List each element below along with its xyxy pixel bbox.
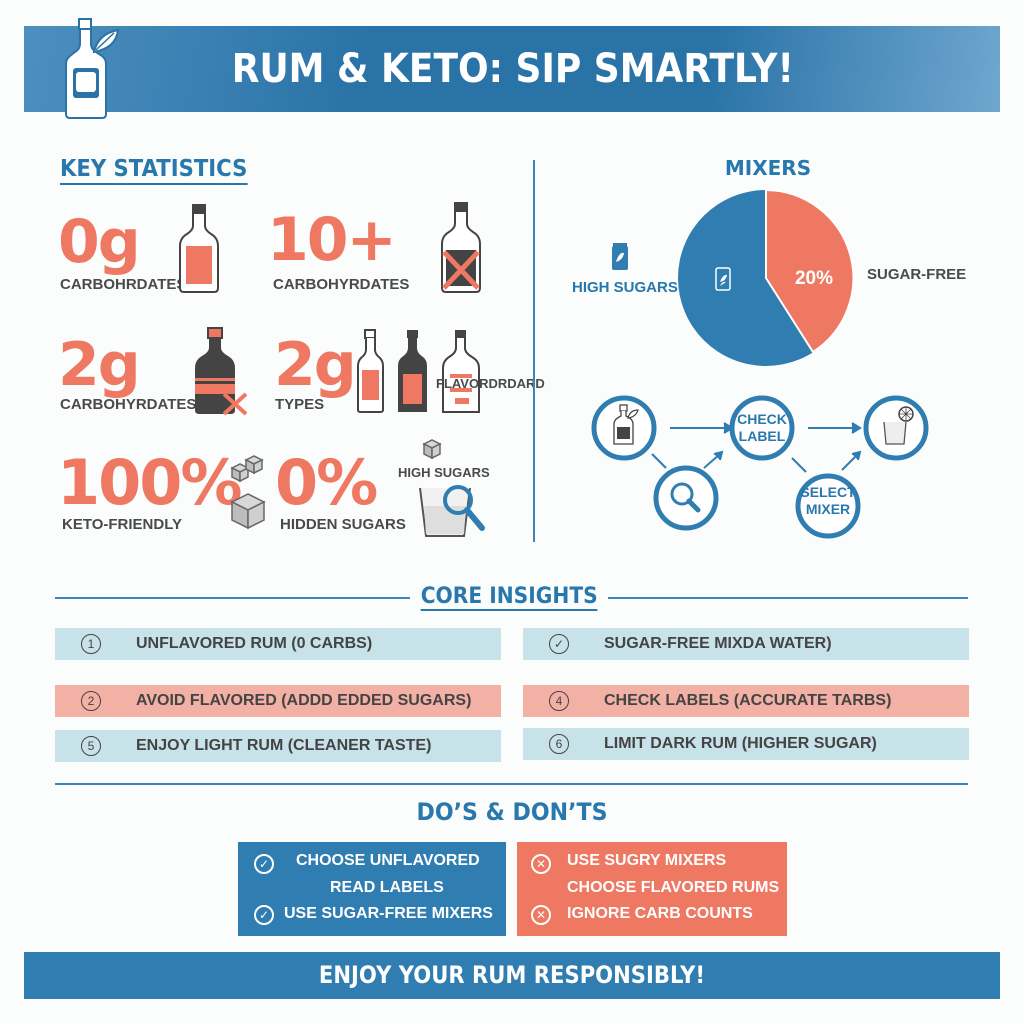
insight-row: 1 UNFLAVORED RUM (0 CARBS) bbox=[55, 628, 501, 660]
insight-row: 2 AVOID FLAVORED (ADDD EDDED SUGARS) bbox=[55, 685, 501, 717]
divider-line bbox=[55, 783, 968, 785]
stat-label: KETO-FRIENDLY bbox=[62, 516, 183, 533]
stat-label: CARBOHRDATES bbox=[60, 276, 187, 293]
x-circle-icon: ✕ bbox=[531, 905, 551, 925]
divider-line bbox=[55, 597, 410, 599]
check-label-step: CHECK LABEL bbox=[737, 411, 787, 444]
number-badge: 6 bbox=[549, 734, 569, 754]
insight-row: 5 ENJOY LIGHT RUM (CLEANER TASTE) bbox=[55, 730, 501, 762]
check-circle-icon: ✓ bbox=[254, 854, 274, 874]
dos-box: ✓ CHOOSE UNFLAVORED READ LABELS ✓ USE SU… bbox=[238, 842, 506, 936]
dark-bottle-x-icon bbox=[195, 327, 248, 416]
glass-magnifier-icon bbox=[419, 439, 485, 537]
insight-row: 6 LIMIT DARK RUM (HIGHER SUGAR) bbox=[523, 728, 969, 760]
dont-item: CHOOSE FLAVORED RUMS bbox=[567, 879, 780, 896]
do-item: USE SUGAR-FREE MIXERS bbox=[284, 905, 493, 922]
stat-value: 0g bbox=[58, 207, 141, 277]
sugar-cubes-icon bbox=[230, 455, 266, 530]
stat-value: 10+ bbox=[267, 205, 397, 275]
glass-lime-icon bbox=[883, 406, 914, 445]
rum-bottle-icon bbox=[613, 404, 639, 445]
sugar-free-legend: SUGAR-FREE bbox=[867, 266, 967, 283]
check-icon: ✓ bbox=[549, 634, 569, 654]
select-mixer-step: SELECT MIXER bbox=[800, 484, 856, 517]
header-banner bbox=[24, 26, 1000, 112]
pie-slice-label: 20% bbox=[795, 268, 833, 289]
mixers-title: MIXERS bbox=[724, 156, 812, 180]
magnifier-icon bbox=[670, 482, 701, 513]
check-circle-icon: ✓ bbox=[254, 905, 274, 925]
stat-label: CARBOHYRDATES bbox=[273, 276, 410, 293]
number-badge: 5 bbox=[81, 736, 101, 756]
insight-row: 4 CHECK LABELS (ACCURATE TARBS) bbox=[523, 685, 969, 717]
high-sugars-label: HIGH SUGARS bbox=[398, 465, 490, 480]
bottle-red-label-icon bbox=[179, 204, 219, 293]
page-title: RUM & KETO: SIP SMARTLY! bbox=[231, 46, 794, 92]
vertical-divider bbox=[533, 160, 535, 542]
bottle-leaf-icon bbox=[65, 18, 120, 119]
dont-item: USE SUGRY MIXERS bbox=[567, 852, 727, 869]
donts-box: ✕ USE SUGRY MIXERS CHOOSE FLAVORED RUMS … bbox=[517, 842, 787, 936]
dont-item: IGNORE CARB COUNTS bbox=[567, 905, 753, 922]
stat-label: HIDDEN SUGARS bbox=[280, 516, 406, 533]
stat-value: 2g bbox=[274, 330, 357, 400]
footer-banner bbox=[24, 952, 1000, 999]
mixers-pie-chart: 20% bbox=[678, 188, 855, 366]
flavored-label: FLAVORDRDARD bbox=[436, 376, 545, 391]
divider-line bbox=[608, 597, 968, 599]
can-icon bbox=[715, 267, 731, 291]
key-statistics-title: KEY STATISTICS bbox=[60, 156, 248, 185]
dos-donts-title: DO’S & DON’TS bbox=[416, 798, 608, 826]
footer-text: ENJOY YOUR RUM RESPONSIBLY! bbox=[318, 961, 706, 989]
stat-label: TYPES bbox=[275, 396, 325, 413]
do-item: READ LABELS bbox=[330, 879, 444, 896]
do-item: CHOOSE UNFLAVORED bbox=[296, 852, 480, 869]
number-badge: 1 bbox=[81, 634, 101, 654]
stat-value: 2g bbox=[58, 330, 141, 400]
number-badge: 2 bbox=[81, 691, 101, 711]
flow-diagram bbox=[591, 395, 929, 539]
bottle-crossed-icon bbox=[441, 202, 481, 293]
three-bottles-icon bbox=[357, 329, 480, 413]
number-badge: 4 bbox=[549, 691, 569, 711]
insight-row: ✓ SUGAR-FREE MIXDA WATER) bbox=[523, 628, 969, 660]
stat-label: CARBOHYRDATES bbox=[60, 396, 197, 413]
stat-value: 0% bbox=[275, 446, 378, 519]
can-icon bbox=[612, 243, 628, 270]
stat-value: 100% bbox=[57, 446, 243, 519]
core-insights-title: CORE INSIGHTS bbox=[420, 584, 598, 611]
high-sugars-legend: HIGH SUGARS bbox=[572, 279, 678, 296]
x-circle-icon: ✕ bbox=[531, 854, 551, 874]
